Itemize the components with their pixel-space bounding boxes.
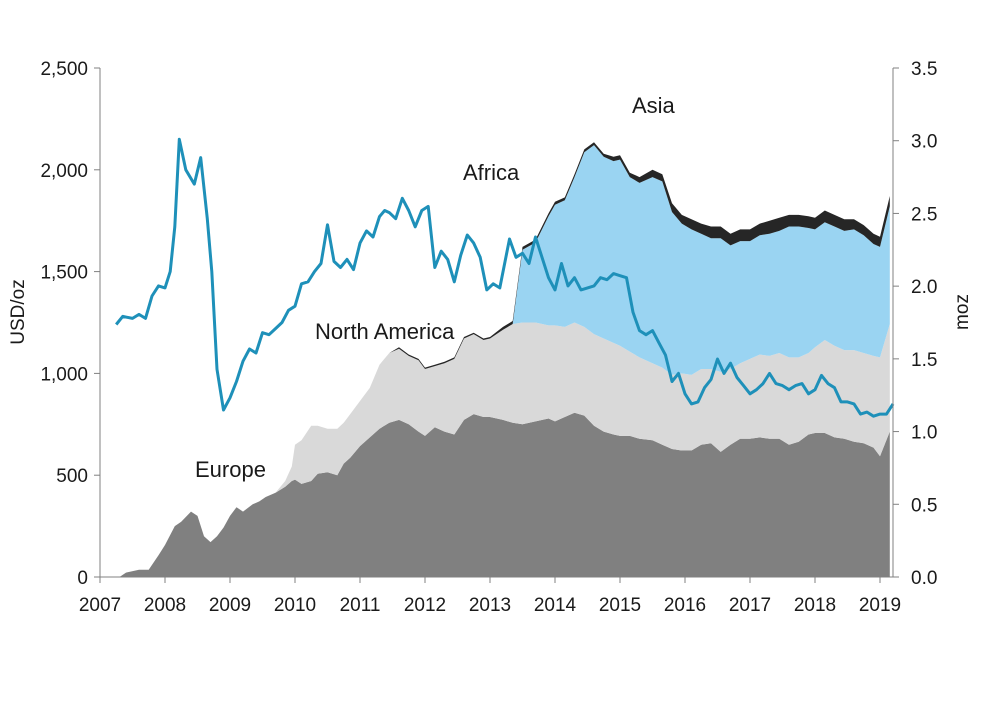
label-europe: Europe [195,457,266,482]
price-line [115,137,895,418]
y-right-tick-label: 2.5 [911,204,937,225]
x-tick-label: 2018 [794,595,836,616]
y-axis-title-right: moz [952,294,973,330]
y-right-tick-label: 2.0 [911,277,937,298]
area-europe [100,412,890,577]
label-north-america: North America [315,319,455,344]
y-right-tick-label: 0.5 [911,495,937,516]
x-tick-label: 2016 [664,595,706,616]
axes: 0 500 1,000 1,500 2,000 2,500 0.0 0.5 1.0 1.5 2.0 2… [40,59,937,616]
y-right-tick-label: 1.5 [911,350,937,371]
y-right-tick-label: 3.5 [911,59,937,80]
y-left-tick-label: 1,500 [40,263,88,284]
label-asia: Asia [632,93,676,118]
y-right-tick-label: 1.0 [911,423,937,444]
x-tick-label: 2017 [729,595,771,616]
x-tick-label: 2019 [859,595,901,616]
price-line-group [115,137,895,418]
y-left-tick-label: 2,500 [40,59,88,80]
y-left-tick-label: 500 [56,466,88,487]
y-right-tick-label: 3.0 [911,132,937,153]
x-tick-label: 2015 [599,595,641,616]
y-left-tick-label: 2,000 [40,161,88,182]
label-africa: Africa [463,160,520,185]
x-tick-label: 2010 [274,595,316,616]
x-tick-label: 2007 [79,595,121,616]
x-tick-label: 2014 [534,595,577,616]
y-left-tick-label: 1,000 [40,364,88,385]
stacked-areas [100,142,890,577]
x-tick-label: 2012 [404,595,446,616]
y-left-tick-label: 0 [77,568,88,589]
x-tick-label: 2013 [469,595,511,616]
area-asia [100,145,890,577]
x-tick-label: 2011 [340,595,381,616]
y-axis-title-left: USD/oz [8,279,29,344]
area-north-america [100,322,890,577]
x-tick-label: 2009 [209,595,251,616]
x-tick-label: 2008 [144,595,186,616]
y-right-tick-label: 0.0 [911,568,937,589]
